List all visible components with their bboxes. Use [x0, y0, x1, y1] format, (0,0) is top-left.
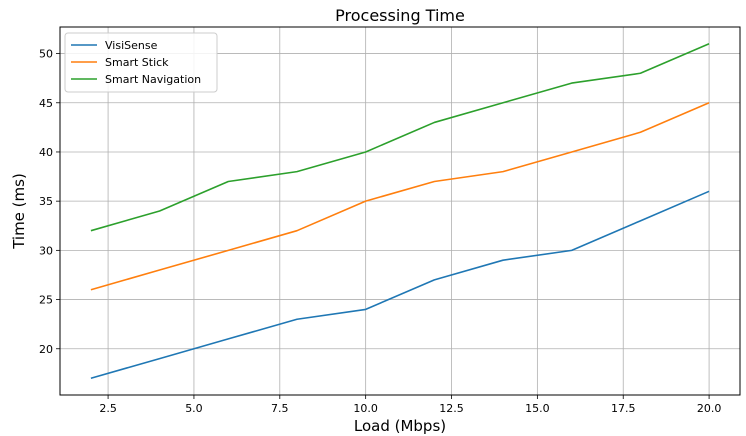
- legend-label: VisiSense: [105, 39, 158, 52]
- legend-label: Smart Navigation: [105, 73, 201, 86]
- grid: [60, 27, 740, 395]
- y-tick-label: 35: [39, 195, 53, 208]
- y-axis-title: Time (ms): [10, 173, 28, 250]
- legend: VisiSense Smart Stick Smart Navigation: [64, 32, 218, 93]
- y-tick-label: 30: [39, 244, 53, 257]
- y-tick-label: 20: [39, 343, 53, 356]
- legend-label: Smart Stick: [105, 56, 169, 69]
- x-tick-label: 20.0: [697, 402, 722, 415]
- y-tick-label: 25: [39, 294, 53, 307]
- x-tick-label: 7.5: [271, 402, 289, 415]
- x-tick-label: 2.5: [99, 402, 117, 415]
- x-tick-label: 17.5: [611, 402, 636, 415]
- plot-frame: [59, 26, 741, 396]
- series-line-visisense: [90, 190, 710, 380]
- x-tick-label: 5.0: [185, 402, 203, 415]
- series-line-smart-stick: [90, 102, 710, 291]
- series-layer: [90, 42, 710, 380]
- y-tick-label: 45: [39, 97, 53, 110]
- x-tick-label: 10.0: [353, 402, 378, 415]
- y-tick-label: 50: [39, 48, 53, 61]
- chart-title: Processing Time: [335, 6, 465, 25]
- x-tick-label: 15.0: [525, 402, 550, 415]
- x-axis-title: Load (Mbps): [354, 417, 446, 435]
- ticks: 2.5 5.0 7.5 10.0 12.5 15.0 17.5 20.0 20 25 30 35 40 4…: [39, 48, 721, 415]
- legend-box: [64, 32, 218, 93]
- y-tick-label: 40: [39, 146, 53, 159]
- series-line-smart-navigation: [90, 42, 710, 232]
- x-tick-label: 12.5: [439, 402, 464, 415]
